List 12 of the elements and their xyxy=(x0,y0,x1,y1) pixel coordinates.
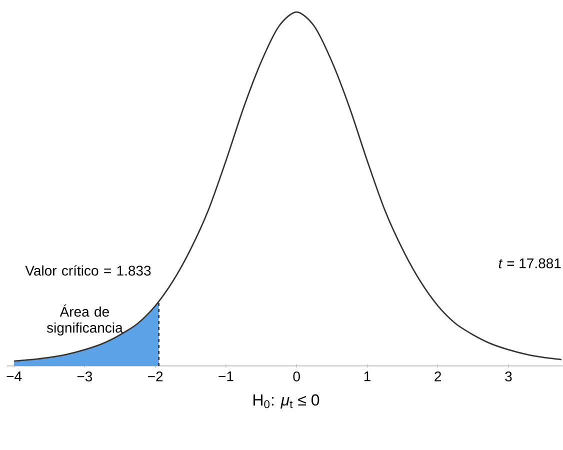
x-axis-title: H$_{0}$: μ$_{t}$ ≤ 0 xyxy=(254,394,320,409)
annotation: t = 17.881 xyxy=(498,258,561,268)
annotation: Valor crítico = 1.833 xyxy=(25,265,151,276)
x-tick-label: −3 xyxy=(77,372,92,382)
x-tick-label: −4 xyxy=(6,372,22,382)
x-tick-label: −2 xyxy=(148,372,163,382)
x-tick-label: 2 xyxy=(434,372,442,382)
x-tick-label: 1 xyxy=(364,372,370,382)
x-tick-label: 0 xyxy=(293,372,300,382)
annotation: Área de significancia xyxy=(46,304,123,336)
x-tick-label: 3 xyxy=(505,372,512,382)
x-tick-label: −1 xyxy=(218,372,234,382)
